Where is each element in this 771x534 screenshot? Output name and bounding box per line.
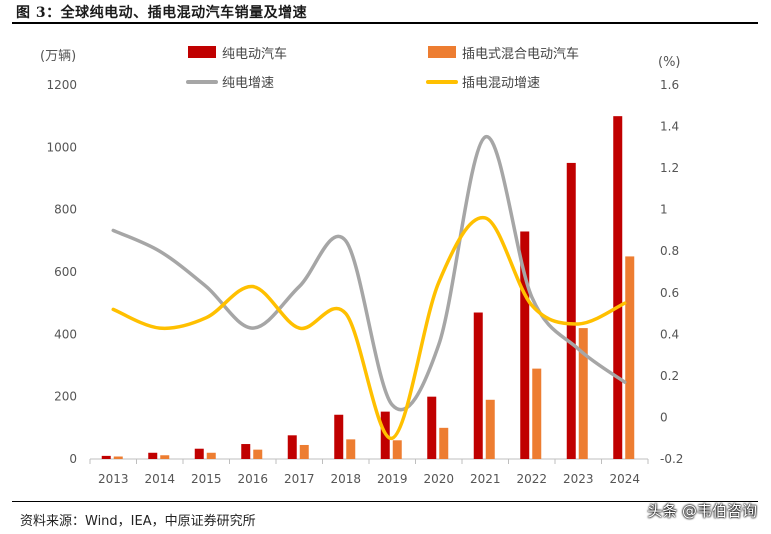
legend-label: 插电式混合电动汽车	[462, 46, 579, 62]
right-axis: (%) -0.2 0 0.2 0.4 0.6 0.8 1 1.2 1.4 1.6	[658, 55, 683, 466]
right-tick-label: 0.6	[660, 286, 679, 300]
bar	[520, 231, 530, 459]
bar	[241, 444, 251, 459]
left-tick-label: 600	[54, 265, 77, 279]
legend-swatch	[428, 46, 456, 58]
right-tick-label: 0.2	[660, 369, 679, 383]
bar	[532, 368, 542, 459]
x-tick-label: 2016	[237, 472, 268, 486]
right-tick-label: 0.8	[660, 244, 679, 258]
bar	[299, 444, 309, 459]
series-line	[111, 135, 627, 412]
bar	[439, 427, 449, 459]
legend-swatch	[188, 46, 216, 58]
x-tick-label: 2020	[423, 472, 454, 486]
right-tick-label: 1.2	[660, 161, 679, 175]
bar	[194, 448, 204, 459]
bar	[392, 440, 402, 459]
left-tick-label: 200	[54, 390, 77, 404]
source-rule	[12, 501, 758, 502]
source-note: 资料来源：Wind，IEA，中原证券研究所	[20, 514, 256, 529]
right-tick-label: 1	[660, 203, 668, 217]
x-axis: 2013 2014 2015 2016 2017 2018 2019 2020 2021 2022…	[89, 458, 649, 486]
bar	[473, 312, 483, 459]
bar	[253, 449, 263, 459]
watermark: 头条 @韦伯咨询	[647, 502, 757, 520]
series-line	[111, 216, 627, 440]
right-tick-label: 0.4	[660, 327, 679, 341]
left-tick-label: 400	[54, 327, 77, 341]
bar-layer	[101, 116, 635, 460]
title-rule	[12, 22, 758, 24]
left-tick-label: 800	[54, 203, 77, 217]
left-tick-label: 1000	[46, 140, 77, 154]
left-axis-unit: (万辆)	[40, 49, 76, 64]
bar	[485, 399, 495, 459]
bar	[334, 414, 344, 459]
bar	[206, 452, 216, 459]
x-tick-label: 2019	[377, 472, 408, 486]
bar	[113, 456, 123, 459]
legend-label: 纯电增速	[222, 76, 274, 91]
bar	[566, 162, 576, 459]
figure-title: 图 3：全球纯电动、插电混动汽车销量及增速	[16, 5, 308, 21]
x-tick-label: 2014	[144, 472, 175, 486]
bar	[148, 452, 158, 459]
right-tick-label: 0	[660, 410, 668, 424]
bar	[287, 435, 297, 459]
x-tick-label: 2017	[284, 472, 315, 486]
x-tick-label: 2018	[330, 472, 361, 486]
bar	[101, 455, 111, 459]
bar	[578, 328, 588, 459]
x-tick-label: 2021	[470, 472, 501, 486]
x-tick-label: 2022	[516, 472, 547, 486]
bar	[346, 439, 356, 459]
bar	[160, 455, 170, 459]
x-tick-label: 2013	[98, 472, 129, 486]
right-axis-unit: (%)	[658, 55, 681, 70]
line-layer	[111, 135, 627, 440]
bar	[427, 396, 437, 459]
bar	[625, 256, 635, 459]
x-tick-label: 2015	[191, 472, 222, 486]
x-tick-label: 2023	[563, 472, 594, 486]
left-tick-label: 0	[69, 452, 77, 466]
right-tick-label: 1.6	[660, 78, 679, 92]
x-tick-label: 2024	[609, 472, 640, 486]
left-tick-label: 1200	[46, 78, 77, 92]
legend-label: 纯电动汽车	[222, 46, 287, 62]
bar	[613, 116, 623, 460]
legend-label: 插电混动增速	[462, 76, 540, 91]
right-tick-label: 1.4	[660, 120, 679, 134]
left-axis: (万辆) 0 200 400 600 800 1000 1200	[40, 49, 77, 466]
right-tick-label: -0.2	[660, 452, 683, 466]
